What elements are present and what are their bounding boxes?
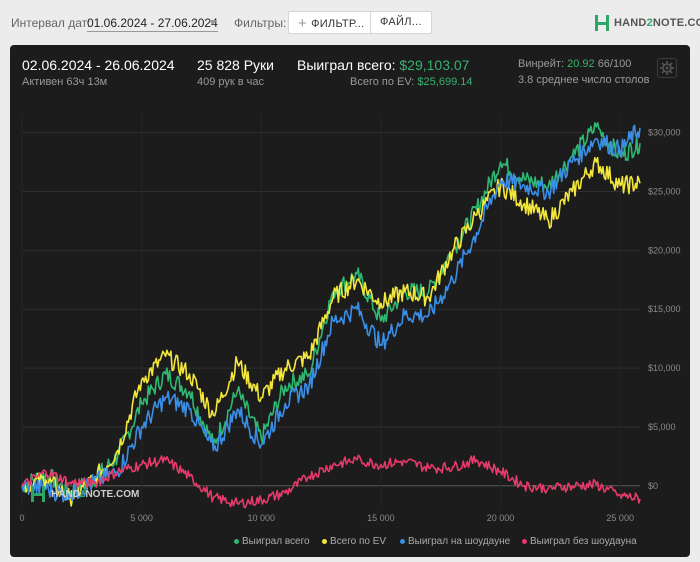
winrate-value: 20.92: [567, 58, 595, 70]
winrate-label: Винрейт:: [518, 58, 565, 70]
logo: HAND2NOTE.COM: [594, 13, 700, 33]
legend-non-showdown[interactable]: Выиграл без шоудауна: [522, 536, 637, 547]
y-tick-label: $5,000: [648, 422, 676, 432]
series-line-1: [21, 156, 641, 507]
x-tick-label: 5 000: [130, 513, 153, 523]
logo-text: HAND2NOTE.COM: [614, 17, 700, 29]
toolbar: Интервал дат: 01.06.2024 - 27.06.2024 Фи…: [0, 0, 700, 44]
legend-won-label: Выиграл всего: [242, 536, 310, 547]
legend-non-showdown-dot: [522, 539, 527, 544]
series-line-0: [21, 121, 641, 498]
h-logo-icon: [31, 486, 45, 502]
file-button-label: ФАЙЛ...: [380, 16, 422, 28]
watermark-text: HAND2NOTE.COM: [51, 488, 140, 500]
legend-ev[interactable]: Всего по EV: [322, 536, 386, 547]
ev-label: Всего по EV:: [350, 76, 415, 88]
series-line-2: [21, 124, 641, 503]
y-tick-label: $0: [648, 481, 658, 491]
file-button[interactable]: ФАЙЛ...: [370, 11, 432, 34]
x-tick-label: 25 000: [606, 513, 634, 523]
y-tick-label: $15,000: [648, 304, 681, 314]
profit-chart: $0 $5,000 $10,000 $15,000 $20,000 $25,000 $30,…: [19, 115, 681, 523]
legend-ev-label: Всего по EV: [330, 536, 387, 547]
filter-button-label: ФИЛЬТР...: [311, 18, 365, 30]
period-text: 02.06.2024 - 26.06.2024: [22, 57, 175, 73]
x-tick-label: 0: [19, 513, 24, 523]
tables-average: 3.8 среднее число столов: [518, 74, 650, 86]
y-tick-label: $30,000: [648, 128, 681, 138]
h-logo-icon: [595, 15, 609, 31]
date-range-selector[interactable]: 01.06.2024 - 27.06.2024: [87, 16, 218, 32]
chevron-down-icon[interactable]: [209, 20, 217, 25]
won-label: Выиграл всего:: [297, 57, 396, 73]
x-tick-label: 20 000: [487, 513, 515, 523]
graph-panel: 02.06.2024 - 26.06.2024 Активен 63ч 13м …: [10, 45, 690, 557]
hands-per-hour: 409 рук в час: [197, 76, 265, 88]
filters-label: Фильтры:: [234, 16, 287, 30]
legend-showdown-label: Выиграл на шоудауне: [408, 536, 511, 547]
winrate: Винрейт: 20.92 66/100: [518, 58, 631, 70]
legend-won[interactable]: Выиграл всего: [234, 536, 310, 547]
settings-button[interactable]: [657, 58, 677, 78]
winrate-suffix: 66/100: [597, 58, 632, 70]
hands-count: 25 828 Руки: [197, 57, 274, 73]
legend-showdown[interactable]: Выиграл на шоудауне: [400, 536, 510, 547]
y-tick-label: $10,000: [648, 363, 681, 373]
y-tick-label: $25,000: [648, 187, 681, 197]
x-tick-label: 15 000: [367, 513, 395, 523]
plus-icon: +: [298, 15, 308, 32]
gear-icon: [660, 61, 674, 75]
legend-ev-dot: [322, 539, 327, 544]
y-tick-label: $20,000: [648, 245, 681, 255]
won-total: Выиграл всего: $29,103.07: [297, 57, 469, 73]
won-value: $29,103.07: [399, 57, 470, 73]
watermark: HAND2NOTE.COM: [30, 485, 139, 503]
series-line-3: [21, 454, 641, 509]
ev-value: $25,699.14: [417, 76, 473, 88]
legend-showdown-dot: [400, 539, 405, 544]
ev-total: Всего по EV: $25,699.14: [350, 76, 472, 88]
interval-label: Интервал дат:: [11, 16, 91, 30]
x-tick-label: 10 000: [248, 513, 276, 523]
active-time: Активен 63ч 13м: [22, 76, 108, 88]
legend-non-showdown-label: Выиграл без шоудауна: [530, 536, 637, 547]
filter-button[interactable]: + ФИЛЬТР...: [288, 11, 375, 34]
legend-won-dot: [234, 539, 239, 544]
